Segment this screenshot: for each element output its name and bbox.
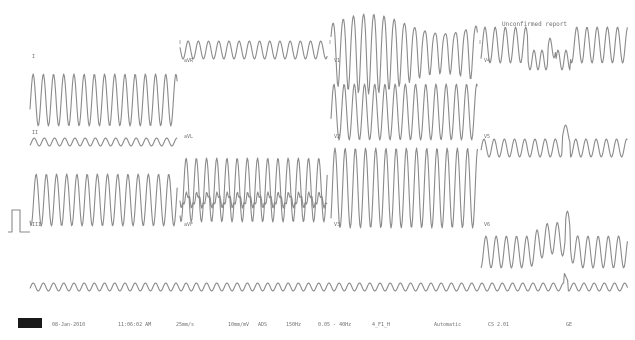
- trace-lead-v4: [480, 26, 628, 71]
- footer-device: 4_F1_H: [372, 322, 390, 328]
- trace-lead-iii: [29, 173, 178, 227]
- lead-label-v4: V4: [484, 58, 490, 64]
- footer-band: 0.05 - 40Hz: [318, 322, 351, 328]
- trace-lead-v2: [330, 83, 478, 141]
- footer-black-block: [18, 318, 42, 328]
- footer-paper-speed: 25mm/s: [176, 322, 194, 328]
- lead-label-i: I: [32, 54, 35, 60]
- trace-lead-avl: [179, 157, 328, 223]
- footer-version: CS 2.01: [488, 322, 509, 328]
- trace-lead-v6: [480, 210, 628, 269]
- trace-rhythm-strip: [29, 272, 629, 292]
- footer-filter: 150Hz: [286, 322, 301, 328]
- trace-lead-v3: [330, 147, 478, 229]
- footer-date: 08-Jan-2010: [52, 322, 85, 328]
- lead-label-v1: V1: [334, 58, 340, 64]
- unconfirmed-report-label: Unconfirmed report: [502, 21, 567, 28]
- footer-time: 11:06:02 AM: [118, 322, 151, 328]
- lead-label-avr: aVR: [184, 58, 194, 64]
- footer-mode: Automatic: [434, 322, 461, 328]
- trace-lead-ii: [29, 137, 178, 147]
- trace-lead-i: [29, 73, 178, 127]
- lead-label-iii: III: [32, 222, 41, 228]
- lead-label-ii: II: [32, 130, 38, 136]
- lead-label-avl: aVL: [184, 134, 193, 140]
- lead-label-avf: aVF: [184, 222, 193, 228]
- lead-label-v3: V3: [334, 222, 340, 228]
- footer-gain: 10mm/mV: [228, 322, 249, 328]
- lead-label-v2: V2: [334, 134, 340, 140]
- calibration-pulse: [8, 209, 30, 233]
- lead-label-v5: V5: [484, 134, 490, 140]
- lead-label-v6: V6: [484, 222, 490, 228]
- footer-brand: GE: [566, 322, 572, 328]
- trace-lead-v5: [480, 124, 628, 158]
- footer-sample: ADS: [258, 322, 267, 328]
- trace-lead-avf: [179, 191, 328, 209]
- trace-lead-avr: [179, 40, 328, 60]
- trace-lead-v1: [330, 13, 478, 95]
